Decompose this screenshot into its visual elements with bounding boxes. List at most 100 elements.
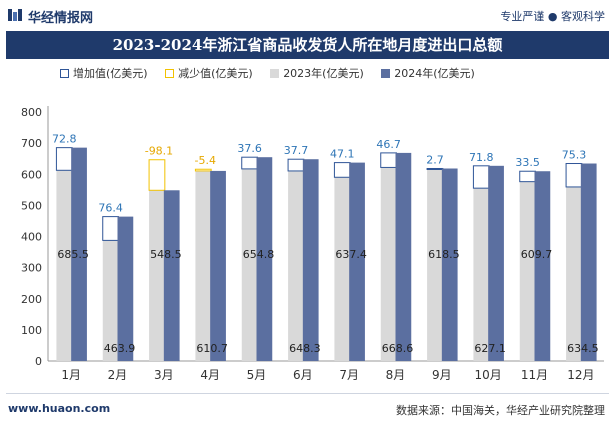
bar-increase <box>380 152 398 168</box>
legend-item-decrease: 减少值(亿美元) <box>165 65 253 81</box>
bar-2023 <box>519 181 536 361</box>
value-data-label-2024: 463.9 <box>104 342 136 355</box>
x-tick-label: 8月 <box>386 368 406 382</box>
value-data-label-2024: 637.4 <box>335 248 367 261</box>
bar-2023 <box>473 188 490 361</box>
bar-2024 <box>534 171 551 361</box>
value-data-label-2024: 648.3 <box>289 342 321 355</box>
bar-increase <box>102 216 119 241</box>
bar-2024 <box>302 159 319 361</box>
change-data-label: 37.7 <box>284 144 309 157</box>
y-tick-label: 300 <box>21 262 42 275</box>
y-tick-label: 800 <box>21 106 42 119</box>
legend-label-2024: 2024年(亿美元) <box>394 67 475 80</box>
bar-decrease <box>194 168 212 172</box>
legend-label-2023: 2023年(亿美元) <box>283 67 364 80</box>
bar-2023 <box>241 168 258 361</box>
legend-swatch-decrease <box>165 68 175 78</box>
value-data-label-2024: 685.5 <box>57 248 89 261</box>
x-tick-label: 1月 <box>61 368 81 382</box>
bar-2024 <box>349 162 365 361</box>
bar-increase <box>472 165 490 189</box>
x-tick-label: 9月 <box>432 368 452 382</box>
legend-swatch-2024 <box>381 68 391 78</box>
bar-2024 <box>395 152 412 361</box>
legend-item-2024: 2024年(亿美元) <box>381 65 475 81</box>
y-tick-label: 0 <box>35 355 42 368</box>
bar-2023 <box>566 186 582 361</box>
chart-legend: 增加值(亿美元) 减少值(亿美元) 2023年(亿美元) 2024年(亿美元) <box>60 65 489 85</box>
bar-2024 <box>210 170 226 361</box>
bar-2024 <box>117 216 134 361</box>
bar-2023 <box>102 240 119 361</box>
footer-source: 数据来源：中国海关，华经产业研究院整理 <box>396 404 605 417</box>
brand-name: 华经情报网 <box>28 11 94 26</box>
bar-2023 <box>334 177 351 361</box>
value-data-label-2024: 618.5 <box>428 248 460 261</box>
bar-2024 <box>488 165 504 361</box>
bar-2024 <box>163 190 180 361</box>
change-data-label: 46.7 <box>376 138 401 151</box>
legend-swatch-2023 <box>270 68 280 78</box>
bar-increase <box>287 158 305 172</box>
value-data-label-2024: 634.5 <box>567 342 599 355</box>
top-header: 华经情报网 专业严谨 ● 客观科学 <box>0 0 615 30</box>
y-tick-label: 200 <box>21 293 42 306</box>
bar-2023 <box>195 169 212 361</box>
change-data-label: 2.7 <box>426 153 444 166</box>
bar-2023 <box>149 159 165 361</box>
bar-increase <box>426 167 444 170</box>
change-data-label: 75.3 <box>562 149 587 162</box>
x-tick-label: 4月 <box>200 368 220 382</box>
y-tick-label: 400 <box>21 231 42 244</box>
value-data-label-2024: 668.6 <box>382 342 414 355</box>
legend-label-decrease: 减少值(亿美元) <box>178 67 253 80</box>
x-tick-label: 5月 <box>247 368 267 382</box>
legend-item-increase: 增加值(亿美元) <box>60 65 148 81</box>
footer-website: www.huaon.com <box>8 402 111 415</box>
legend-item-2023: 2023年(亿美元) <box>270 65 364 81</box>
slogan: 专业严谨 ● 客观科学 <box>500 10 605 23</box>
change-data-label: 33.5 <box>515 156 540 169</box>
bar-2024 <box>580 163 597 361</box>
value-data-label-2024: 610.7 <box>196 342 228 355</box>
x-tick-label: 12月 <box>567 368 594 382</box>
title-bar: 2023-2024年浙江省商品收发货人所在地月度进出口总额 <box>6 31 609 59</box>
bar-increase <box>519 170 536 183</box>
change-data-label: 76.4 <box>98 202 123 215</box>
bar-2024 <box>71 147 87 361</box>
x-tick-label: 7月 <box>339 368 359 382</box>
change-data-label: 71.8 <box>469 151 494 164</box>
bar-decrease <box>148 159 166 191</box>
chart-title: 2023-2024年浙江省商品收发货人所在地月度进出口总额 <box>112 36 503 54</box>
change-data-label: 72.8 <box>52 133 77 146</box>
y-tick-label: 100 <box>21 324 42 337</box>
bar-2024 <box>256 157 273 361</box>
change-data-label: -5.4 <box>195 154 216 167</box>
value-data-label-2024: 609.7 <box>521 248 553 261</box>
bar-increase <box>333 162 351 178</box>
change-data-label: -98.1 <box>145 145 173 158</box>
bar-2023 <box>288 170 304 361</box>
value-data-label-2024: 627.1 <box>474 342 506 355</box>
x-tick-label: 3月 <box>154 368 174 382</box>
bar-2023 <box>427 169 443 361</box>
bar-2024 <box>441 168 458 361</box>
x-tick-label: 11月 <box>521 368 548 382</box>
bar-increase <box>55 147 73 171</box>
huaon-logo-icon <box>8 9 22 21</box>
x-tick-label: 10月 <box>475 368 502 382</box>
y-tick-label: 700 <box>21 137 42 150</box>
bar-increase <box>565 163 583 188</box>
legend-label-increase: 增加值(亿美元) <box>73 67 148 80</box>
x-tick-label: 6月 <box>293 368 313 382</box>
value-data-label-2024: 654.8 <box>243 248 275 261</box>
change-data-label: 37.6 <box>237 142 262 155</box>
legend-swatch-increase <box>60 68 69 78</box>
change-data-label: 47.1 <box>330 148 355 161</box>
footer-divider <box>6 393 609 394</box>
bar-increase <box>241 156 259 170</box>
bar-2023 <box>56 170 73 361</box>
y-tick-label: 600 <box>21 168 42 181</box>
